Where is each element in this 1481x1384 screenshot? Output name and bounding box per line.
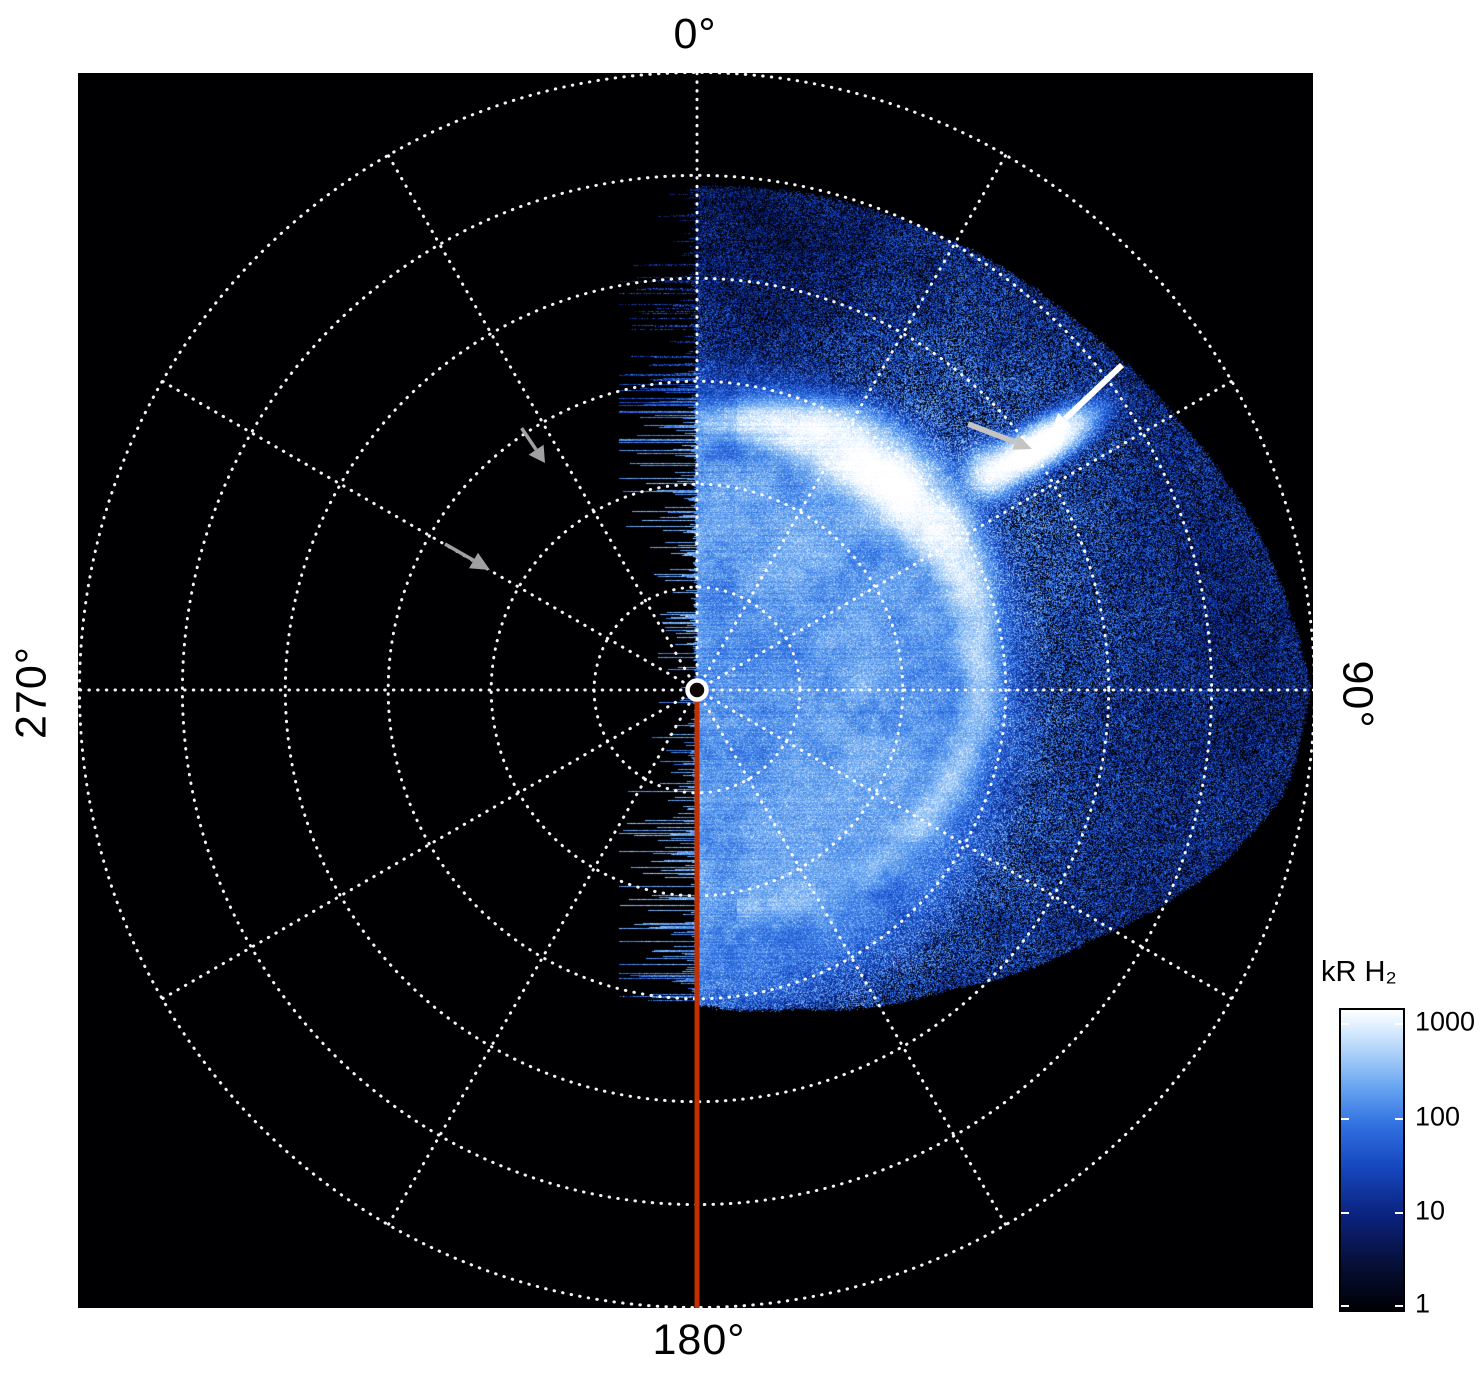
colorbar-tick-mark — [1341, 1305, 1349, 1307]
gray-arrow-spoke-330 — [520, 427, 545, 463]
grid-overlay — [78, 73, 1313, 1308]
angle-label-right: 90° — [1333, 660, 1382, 729]
center-pole-marker — [685, 678, 709, 702]
colorbar: kR H₂ 1000 100 10 1 — [1321, 956, 1475, 1319]
colorbar-tick-mark — [1395, 1305, 1403, 1307]
colorbar-tick-mark — [1395, 1023, 1403, 1025]
white-arrow — [1050, 362, 1125, 433]
colorbar-tick-label-0: 1000 — [1415, 1006, 1476, 1037]
colorbar-tick-mark — [1341, 1212, 1349, 1214]
gray-arrow-spoke-300 — [444, 542, 490, 570]
colorbar-tick-label-2: 10 — [1415, 1195, 1446, 1226]
colorbar-tick-label-3: 1 — [1415, 1288, 1431, 1319]
colorbar-tick-mark — [1395, 1118, 1403, 1120]
colorbar-tick-mark — [1341, 1118, 1349, 1120]
angle-label-left: 270° — [7, 646, 56, 739]
colorbar-tick-label-1: 100 — [1415, 1101, 1461, 1132]
gray-arrow-at-spot — [967, 421, 1032, 450]
colorbar-title: kR H₂ — [1321, 956, 1397, 988]
angle-label-top: 0° — [673, 10, 717, 58]
colorbar-tick-mark — [1395, 1212, 1403, 1214]
angle-label-bottom: 180° — [652, 1316, 746, 1364]
colorbar-tick-mark — [1341, 1023, 1349, 1025]
polar-plot-area — [78, 73, 1313, 1308]
colorbar-gradient — [1339, 1008, 1405, 1312]
